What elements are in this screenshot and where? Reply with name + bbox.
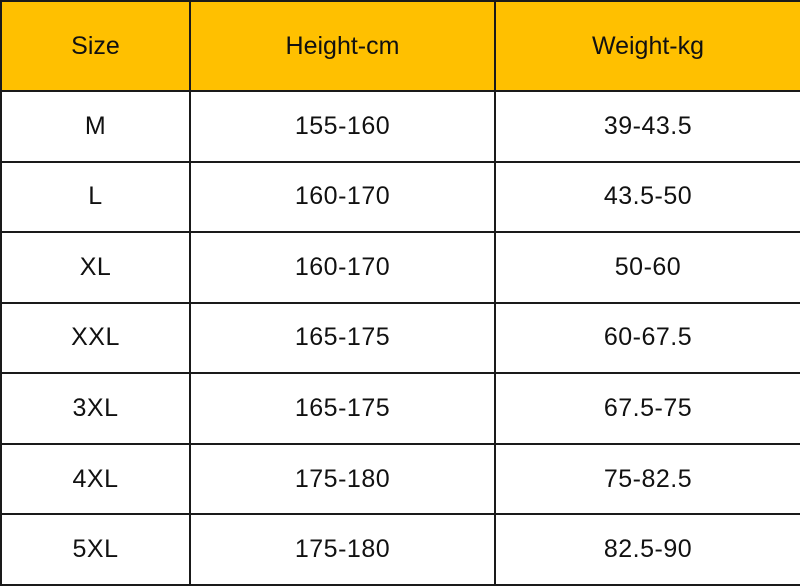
table-row: M 155-160 39-43.5 — [0, 90, 800, 163]
weight-cell: 75-82.5 — [494, 442, 800, 516]
header-row: Size Height-cm Weight-kg — [0, 0, 800, 92]
height-cell: 175-180 — [189, 442, 496, 516]
weight-cell: 43.5-50 — [494, 160, 800, 234]
table-row: L 160-170 43.5-50 — [0, 160, 800, 234]
weight-cell: 50-60 — [494, 231, 800, 304]
table-row: 5XL 175-180 82.5-90 — [0, 513, 800, 586]
table-row: 4XL 175-180 75-82.5 — [0, 442, 800, 516]
weight-cell: 67.5-75 — [494, 372, 800, 445]
size-cell: M — [0, 90, 191, 163]
size-cell: XXL — [0, 301, 191, 375]
weight-cell: 39-43.5 — [494, 90, 800, 163]
column-header-height: Height-cm — [189, 0, 496, 92]
weight-cell: 60-67.5 — [494, 301, 800, 375]
height-cell: 175-180 — [189, 513, 496, 586]
height-cell: 165-175 — [189, 372, 496, 445]
table-row: 3XL 165-175 67.5-75 — [0, 372, 800, 445]
height-cell: 155-160 — [189, 90, 496, 163]
height-cell: 160-170 — [189, 231, 496, 304]
column-header-weight: Weight-kg — [494, 0, 800, 92]
size-cell: L — [0, 160, 191, 234]
size-cell: XL — [0, 231, 191, 304]
height-cell: 165-175 — [189, 301, 496, 375]
size-cell: 3XL — [0, 372, 191, 445]
column-header-size: Size — [0, 0, 191, 92]
table-row: XL 160-170 50-60 — [0, 231, 800, 304]
weight-cell: 82.5-90 — [494, 513, 800, 586]
table-row: XXL 165-175 60-67.5 — [0, 301, 800, 375]
height-cell: 160-170 — [189, 160, 496, 234]
size-cell: 5XL — [0, 513, 191, 586]
size-cell: 4XL — [0, 442, 191, 516]
